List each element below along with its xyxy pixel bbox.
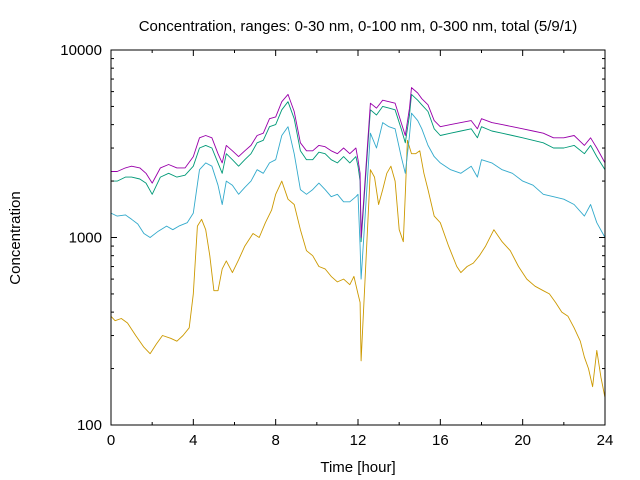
series-line-1 <box>110 139 606 398</box>
chart-title: Concentration, ranges: 0-30 nm, 0-100 nm… <box>139 18 578 35</box>
x-tick-label-6: 24 <box>597 432 614 449</box>
series-layer <box>110 87 606 398</box>
y-tick-label-1: 1000 <box>69 230 102 247</box>
series-line-2 <box>110 112 606 280</box>
x-axis-label: Time [hour] <box>320 459 395 476</box>
series-line-4 <box>111 87 606 238</box>
y-axis-label: Concentration <box>7 191 24 284</box>
x-tick-label-1: 4 <box>189 432 197 449</box>
series-line-3 <box>111 93 606 243</box>
x-tick-label-4: 16 <box>432 432 449 449</box>
x-tick-label-5: 20 <box>514 432 531 449</box>
x-tick-label-3: 12 <box>350 432 367 449</box>
plot-frame <box>110 49 606 426</box>
ticks-layer: 0 4 8 12 16 20 24 100 1000 10000 <box>60 42 613 449</box>
x-tick-label-2: 8 <box>271 432 279 449</box>
x-tick-label-0: 0 <box>107 432 115 449</box>
y-tick-label-2: 10000 <box>60 42 102 59</box>
y-tick-label-0: 100 <box>77 417 102 434</box>
